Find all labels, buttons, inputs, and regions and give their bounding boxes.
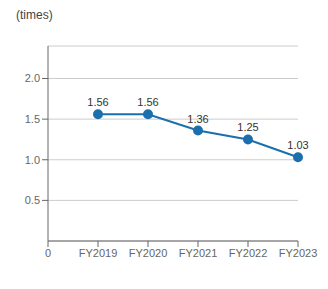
svg-text:0: 0 [45, 247, 51, 259]
svg-text:1.03: 1.03 [287, 139, 308, 151]
svg-text:1.5: 1.5 [25, 113, 40, 125]
svg-text:FY2021: FY2021 [179, 247, 218, 259]
svg-text:FY2019: FY2019 [79, 247, 118, 259]
svg-text:1.0: 1.0 [25, 154, 40, 166]
svg-text:FY2023: FY2023 [279, 247, 318, 259]
svg-text:FY2020: FY2020 [129, 247, 168, 259]
svg-text:1.56: 1.56 [137, 96, 158, 108]
svg-text:0.5: 0.5 [25, 194, 40, 206]
svg-text:FY2022: FY2022 [229, 247, 268, 259]
svg-text:1.25: 1.25 [237, 121, 258, 133]
svg-text:1.36: 1.36 [187, 113, 208, 125]
svg-text:1.56: 1.56 [87, 96, 108, 108]
svg-text:2.0: 2.0 [25, 72, 40, 84]
html-text:(times): (times) [16, 8, 53, 22]
